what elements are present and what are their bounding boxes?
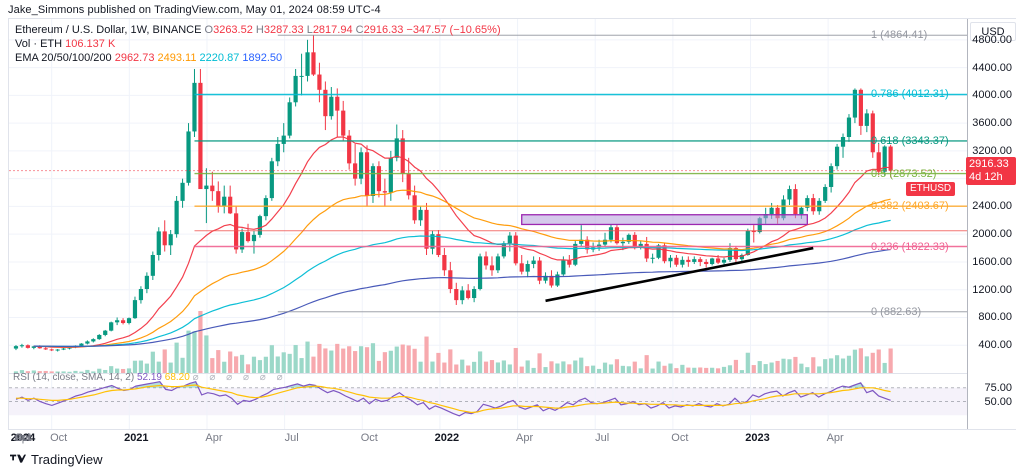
fib-label-1: 1 (4864.41) (871, 29, 928, 42)
price-tick: 4800.00 (972, 33, 1012, 46)
price-tick: 2000.00 (972, 228, 1012, 241)
price-tick: 3600.00 (972, 117, 1012, 130)
fib-label-0-236: 0.236 (1822.33) (871, 240, 949, 253)
time-axis-label: Jul (284, 432, 299, 444)
time-axis-label: Apr (205, 432, 223, 444)
legend-ema20: 2962.73 (114, 52, 155, 64)
legend-close: 2916.33 (363, 24, 404, 36)
tradingview-logo: TradingView (10, 452, 103, 467)
legend-o-label: O (204, 24, 214, 36)
rsi-tick: 50.00 (984, 395, 1012, 408)
legend-ema50: 2493.11 (157, 52, 197, 64)
chart-legend: Ethereum / U.S. Dollar, 1W, BINANCE O326… (15, 23, 501, 65)
bar-countdown: 4d 12h (969, 170, 1003, 183)
fib-label-0-5: 0.5 (2873.52) (871, 167, 937, 180)
time-axis-label: Oct (14, 432, 32, 444)
time-axis-label: 2021 (124, 432, 149, 444)
symbol-price-tag: ETHUSD (906, 181, 956, 196)
fib-label-0-786: 0.786 (4012.31) (871, 88, 949, 101)
legend-ema100: 2220.87 (199, 52, 240, 64)
legend-ema-label[interactable]: EMA 20/50/100/200 (15, 52, 112, 64)
pane-divider (9, 373, 967, 374)
legend-volume-value: 106.137 K (65, 38, 116, 50)
time-axis-label: 2023 (745, 432, 770, 444)
time-axis-label: Oct (360, 432, 378, 444)
time-axis-label: 2024 (10, 432, 36, 444)
tradingview-mark-icon (10, 454, 26, 463)
legend-change: −347.57 (−10.65%) (406, 24, 501, 36)
axis-divider (967, 19, 968, 429)
price-tick: 400.00 (978, 339, 1012, 352)
legend-c-label: C (355, 24, 364, 36)
current-price-value: 2916.33 (969, 157, 1009, 170)
time-axis-label: Apr (826, 432, 844, 444)
time-axis-label: Jul (595, 432, 610, 444)
legend-low: 2817.94 (312, 24, 353, 36)
fib-label-0: 0 (882.63) (871, 305, 922, 318)
price-tick: 4000.00 (972, 89, 1012, 102)
tradingview-wordmark: TradingView (31, 452, 103, 467)
legend-l-label: L (306, 24, 313, 36)
legend-high: 3287.33 (263, 24, 304, 36)
legend-open: 3263.52 (213, 24, 253, 36)
time-axis[interactable]: Oct 2021 Apr Jul Oct 2022 Apr Jul Oct 2023 Apr Jul O… (8, 430, 1016, 450)
fib-label-0-382: 0.382 (2403.67) (871, 200, 949, 213)
current-price-tag[interactable]: 2916.33 4d 12h (966, 156, 1016, 185)
time-axis-label: Apr (515, 432, 534, 444)
time-axis-label: 2022 (434, 432, 460, 444)
attribution-text: Jake_Simmons published on TradingView.co… (8, 4, 381, 16)
legend-volume-label[interactable]: Vol · ETH (15, 38, 63, 50)
price-tick: 800.00 (978, 311, 1012, 324)
legend-ema200: 1892.50 (242, 52, 283, 64)
price-tick: 1600.00 (972, 255, 1012, 268)
fib-label-0-618: 0.618 (3343.37) (871, 134, 949, 147)
price-tick: 3200.00 (972, 144, 1012, 157)
time-axis-label: Oct (671, 432, 689, 444)
price-tick: 1200.00 (972, 283, 1012, 296)
legend-symbol[interactable]: Ethereum / U.S. Dollar, 1W, BINANCE (15, 24, 202, 36)
time-axis-label: Apr (14, 432, 32, 444)
currency-label: USD (970, 22, 1016, 41)
rsi-pane[interactable] (9, 374, 967, 429)
time-axis-label: Oct (50, 432, 68, 444)
rsi-tick: 75.00 (984, 381, 1012, 394)
time-axis-label: Oct (14, 432, 32, 444)
price-axis[interactable]: USD 4800.00 4400.00 4000.00 3600.00 3200.00 2… (966, 19, 1016, 429)
chart-frame: Ethereum / U.S. Dollar, 1W, BINANCE O326… (8, 18, 1016, 430)
price-pane[interactable] (9, 19, 967, 373)
price-tick: 2400.00 (972, 200, 1012, 213)
time-axis-label: Jul (15, 432, 30, 444)
price-tick: 4400.00 (972, 61, 1012, 74)
legend-h-label: H (255, 24, 264, 36)
time-axis-label: Jul (15, 432, 30, 444)
